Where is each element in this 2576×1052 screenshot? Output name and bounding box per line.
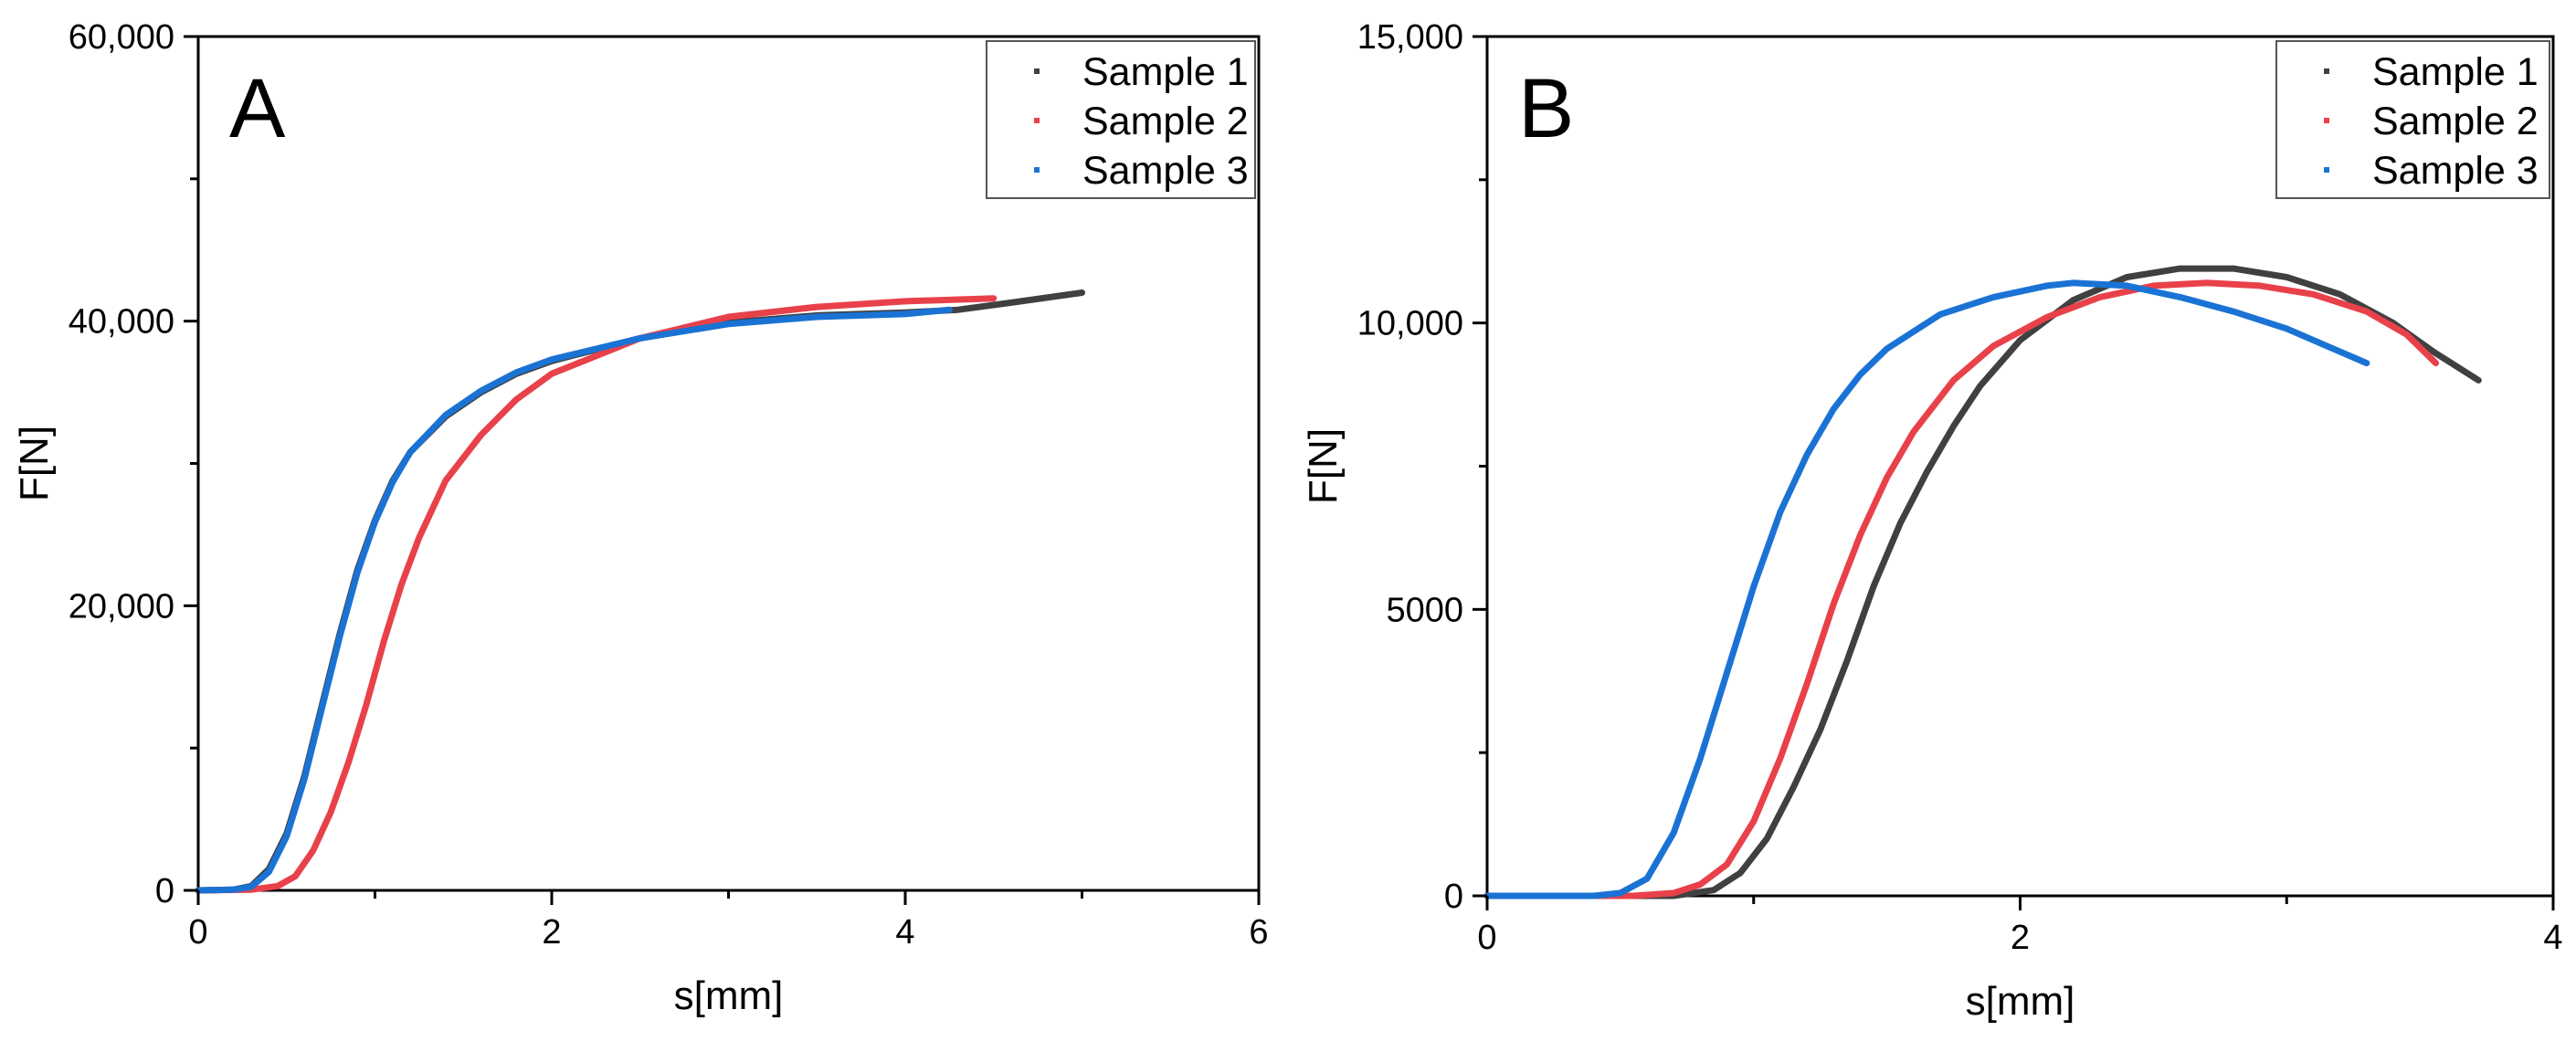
legend-entry: Sample 1 [1034, 50, 1249, 94]
y-tick-label: 0 [155, 872, 174, 910]
series-line-sample-2 [1483, 279, 2440, 899]
legend-entry: Sample 2 [2324, 100, 2539, 143]
x-tick-label: 6 [1249, 913, 1268, 952]
legend-box-a [986, 40, 1256, 199]
legend-label: Sample 2 [2372, 100, 2539, 143]
y-tick-label: 40,000 [69, 303, 174, 342]
legend-marker-sample-2 [1034, 118, 1040, 123]
series-line-sample-3 [1483, 279, 2370, 899]
chart-panel-a: 0 2 4 6 0 20,000 40,000 60,000 A s[mm] F[N] Sam… [12, 18, 1269, 1018]
x-tick-label: 0 [188, 913, 207, 952]
y-tick-label: 5000 [1386, 591, 1463, 629]
y-tick-label: 60,000 [69, 18, 174, 57]
legend-entry: Sample 3 [2324, 149, 2539, 193]
legend-label: Sample 2 [1082, 100, 1249, 143]
legend-entry: Sample 1 [2324, 50, 2539, 94]
legend-label: Sample 3 [2372, 149, 2539, 193]
legend-a: Sample 1 Sample 2 Sample 3 [986, 40, 1256, 199]
legend-label: Sample 1 [2372, 50, 2539, 94]
x-tick-label: 4 [895, 913, 914, 952]
panel-label-b: B [1518, 62, 1574, 155]
legend-marker-sample-1 [2324, 68, 2329, 74]
y-tick-label: 0 [1444, 878, 1463, 916]
legend-marker-sample-1 [1034, 68, 1040, 74]
series-line-sample-1 [195, 289, 1085, 894]
legend-label: Sample 3 [1082, 149, 1249, 193]
x-tick-label: 4 [2543, 919, 2562, 957]
x-axis-title-a: s[mm] [674, 973, 784, 1018]
x-tick-label: 2 [542, 913, 561, 952]
legend-label: Sample 1 [1082, 50, 1249, 94]
legend-marker-sample-3 [2324, 167, 2329, 173]
chart-panel-b: 0 2 4 0 5000 10,000 15,000 B s[mm] F[N] Sample… [1301, 18, 2563, 1024]
legend-box-b [2275, 40, 2550, 199]
x-axis-title-b: s[mm] [1966, 979, 2075, 1024]
y-axis-title-b: F[N] [1301, 428, 1346, 504]
x-tick-label: 0 [1477, 919, 1496, 957]
legend-marker-sample-2 [2324, 118, 2329, 123]
y-tick-label: 10,000 [1357, 305, 1463, 343]
series-line-sample-3 [195, 306, 953, 894]
panel-label-a: A [229, 62, 286, 155]
series-line-sample-1 [1483, 265, 2482, 899]
series-line-sample-2 [195, 295, 998, 894]
y-tick-label: 20,000 [69, 587, 174, 626]
legend-entry: Sample 3 [1034, 149, 1249, 193]
legend-entry: Sample 2 [1034, 100, 1249, 143]
legend-marker-sample-3 [1034, 167, 1040, 173]
y-axis-title-a: F[N] [12, 426, 57, 501]
legend-b: Sample 1 Sample 2 Sample 3 [2275, 40, 2550, 199]
x-tick-label: 2 [2011, 919, 2030, 957]
y-tick-label: 15,000 [1357, 18, 1463, 57]
